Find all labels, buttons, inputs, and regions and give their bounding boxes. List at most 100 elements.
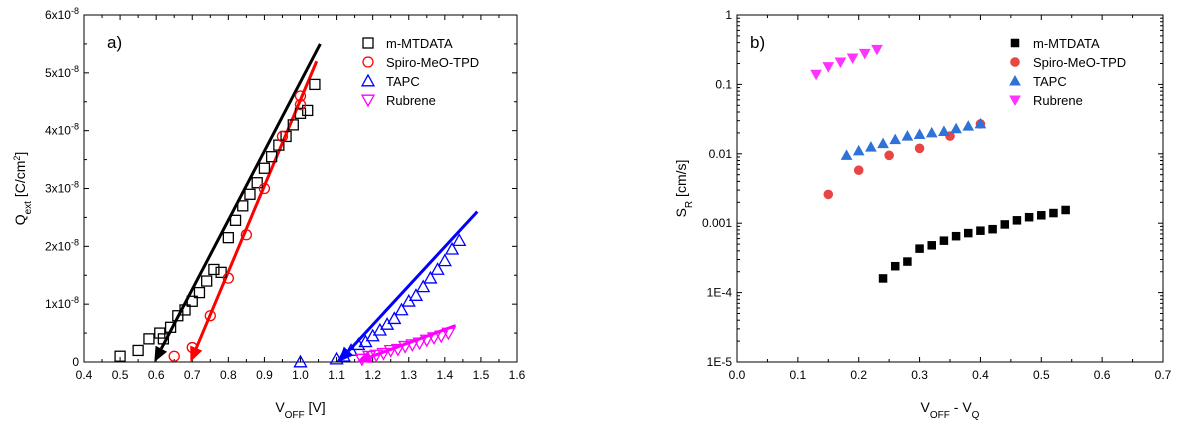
y-tick-label: 2x10-8 (45, 237, 79, 253)
legend-label-tapc: TAPC (386, 74, 420, 89)
x-tick-label: 0.7 (1155, 368, 1172, 382)
data-point-tapc (452, 233, 467, 247)
legend-label-tapc: TAPC (1033, 74, 1067, 89)
data-point-rubrene (858, 48, 871, 60)
y-tick-label: 4x10-8 (45, 122, 79, 138)
legend-marker-m-mtdata (1010, 38, 1020, 48)
data-point-m-mtdata (186, 295, 198, 307)
data-point-spiro-meo-tpd (276, 130, 289, 143)
x-tick-label: 0.8 (220, 368, 237, 382)
legend-label-m-mtdata: m-MTDATA (1033, 36, 1100, 51)
data-point-rubrene (419, 334, 434, 348)
data-point-rubrene (376, 347, 391, 361)
data-point-m-mtdata (280, 130, 292, 143)
y-tick-label: 1E-5 (707, 355, 733, 369)
data-point-spiro-meo-tpd (884, 150, 894, 161)
data-point-tapc (901, 130, 914, 141)
data-point-m-mtdata (951, 231, 961, 241)
x-tick-label: 0.1 (790, 368, 807, 382)
data-point-m-mtdata (154, 327, 166, 339)
legend-marker-spiro-meo-tpd (1010, 57, 1020, 67)
x-tick-label: 0.6 (1094, 368, 1111, 382)
x-tick-label: 0.5 (112, 368, 129, 382)
data-point-rubrene (871, 44, 883, 56)
data-point-m-mtdata (927, 241, 936, 250)
x-tick-label: 0.9 (256, 368, 273, 382)
data-point-rubrene (398, 340, 413, 354)
data-point-rubrene (846, 53, 859, 65)
data-point-m-mtdata (1024, 212, 1034, 222)
data-point-m-mtdata (172, 310, 184, 322)
data-point-m-mtdata (208, 263, 220, 276)
x-tick-label: 0.2 (850, 368, 867, 382)
fit-arrowhead-spiro-meo-tpd (190, 345, 203, 362)
data-point-tapc (950, 122, 962, 134)
legend-label-spiro-meo-tpd: Spiro-MeO-TPD (1033, 55, 1126, 70)
y-axis-label: Qext [C/cm2] (12, 152, 34, 226)
data-point-rubrene (390, 343, 406, 357)
data-point-rubrene (354, 353, 369, 367)
panel-label: a) (107, 33, 122, 52)
legend-marker-spiro-meo-tpd (362, 56, 374, 68)
data-point-m-mtdata (143, 333, 155, 345)
x-tick-label: 0.6 (148, 368, 165, 382)
data-point-m-mtdata (1037, 211, 1046, 220)
data-point-m-mtdata (164, 321, 177, 333)
data-point-m-mtdata (287, 119, 299, 131)
x-tick-label: 0.4 (76, 368, 93, 382)
legend-marker-tapc (360, 73, 376, 87)
x-tick-label: 0.4 (972, 368, 989, 382)
data-point-spiro-meo-tpd (294, 90, 307, 102)
x-tick-label: 1.2 (364, 368, 381, 382)
data-point-m-mtdata (939, 236, 949, 245)
y-tick-label: 5x10-8 (45, 64, 79, 80)
data-point-m-mtdata (215, 266, 227, 279)
data-point-tapc (889, 133, 902, 145)
data-point-rubrene (810, 69, 822, 81)
data-point-m-mtdata (179, 304, 191, 316)
legend-label-rubrene: Rubrene (386, 93, 436, 108)
data-point-tapc (913, 128, 926, 139)
data-point-tapc (852, 144, 865, 156)
data-point-m-mtdata (193, 286, 206, 299)
data-point-m-mtdata (222, 232, 234, 244)
data-point-tapc (408, 288, 424, 301)
data-point-rubrene (361, 350, 377, 364)
data-point-m-mtdata (229, 214, 242, 226)
data-point-m-mtdata (265, 151, 278, 163)
data-point-m-mtdata (1012, 216, 1022, 225)
x-tick-label: 1.1 (328, 368, 345, 382)
data-point-m-mtdata (132, 344, 144, 357)
data-point-m-mtdata (294, 107, 307, 119)
data-point-tapc (925, 126, 938, 138)
data-point-tapc (865, 141, 877, 152)
y-tick-label: 1x10-8 (45, 295, 79, 311)
data-point-m-mtdata (251, 177, 263, 189)
legend-marker-rubrene (360, 94, 376, 108)
data-point-tapc (437, 253, 452, 267)
data-point-m-mtdata (1000, 220, 1010, 229)
y-tick-label: 1E-4 (707, 286, 733, 300)
fit-arrowhead-m-mtdata (154, 345, 168, 362)
data-point-m-mtdata (976, 226, 985, 235)
data-point-rubrene (434, 330, 449, 344)
y-axis-label: SR [cm/s] (673, 160, 695, 218)
data-point-m-mtdata (1049, 208, 1058, 218)
data-point-m-mtdata (309, 78, 321, 91)
x-tick-label: 1.5 (473, 368, 490, 382)
data-point-m-mtdata (114, 350, 126, 362)
legend-label-rubrene: Rubrene (1033, 93, 1083, 108)
x-tick-label: 1.4 (436, 368, 453, 382)
data-point-rubrene (412, 337, 427, 351)
data-point-spiro-meo-tpd (186, 341, 198, 354)
data-point-m-mtdata (237, 200, 249, 212)
x-tick-label: 0.7 (184, 368, 201, 382)
data-point-rubrene (834, 57, 847, 69)
panel-label: b) (750, 33, 765, 52)
fit-arrow-spiro-meo-tpd (194, 60, 319, 349)
data-point-rubrene (383, 344, 398, 358)
fit-arrow-m-mtdata (159, 43, 322, 350)
data-point-spiro-meo-tpd (823, 189, 834, 200)
data-point-tapc (387, 311, 402, 325)
